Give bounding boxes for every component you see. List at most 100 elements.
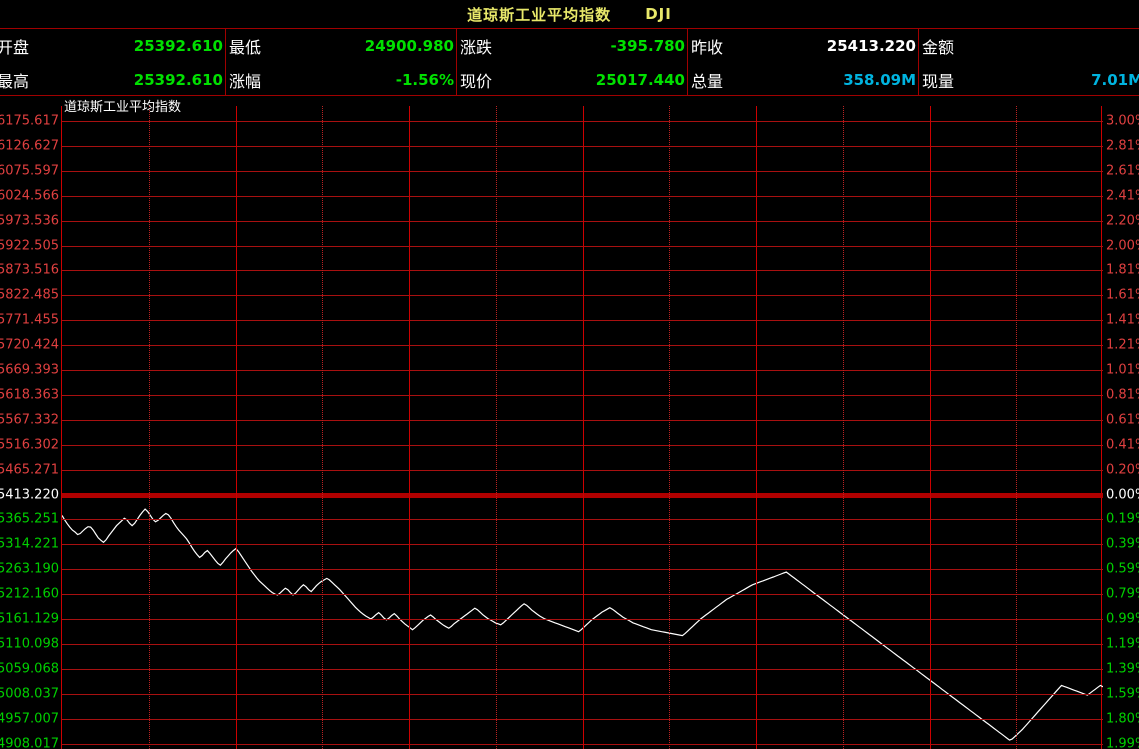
header-divider <box>225 29 226 97</box>
y-axis-percent-tick: 3.00% <box>1106 113 1139 129</box>
quote-value-total-volume: 358.09M <box>843 70 916 89</box>
y-axis-price-tick: 25212.160 <box>0 586 59 602</box>
y-axis-percent-tick: 0.20% <box>1106 462 1139 478</box>
quote-value-change-pct: -1.56% <box>395 70 454 89</box>
grid-line-horizontal <box>62 718 1103 720</box>
y-axis-price-tick: 25567.332 <box>0 412 59 428</box>
grid-line-horizontal <box>62 668 1103 670</box>
y-axis-percent-tick: 2.00% <box>1106 238 1139 253</box>
quote-cell-low: 最低 24900.980 <box>226 29 456 62</box>
y-axis-price-tick: 25059.068 <box>0 661 59 677</box>
quote-row-1: 开盘 25392.610 最低 24900.980 涨跌 -395.780 昨收… <box>0 29 1139 62</box>
y-axis-price-tick: 25973.536 <box>0 213 59 229</box>
y-axis-percent-tick: 1.21% <box>1106 337 1139 353</box>
quote-label-amount: 金额 <box>922 37 955 57</box>
grid-line-vertical-minor <box>843 106 845 749</box>
y-axis-price-tick: 25720.424 <box>0 337 59 353</box>
grid-line-horizontal <box>62 444 1103 446</box>
grid-line-horizontal <box>62 220 1103 222</box>
chart-plot-area[interactable] <box>61 106 1103 749</box>
y-axis-price-tick: 25873.516 <box>0 262 59 278</box>
quote-cell-current-volume: 现量 7.01M <box>919 63 1139 96</box>
y-axis-percent-tick: 1.99% <box>1106 736 1139 749</box>
y-axis-percent-tick: 2.20% <box>1106 213 1139 229</box>
quote-cell-open: 开盘 25392.610 <box>0 29 225 62</box>
grid-line-horizontal <box>62 469 1103 471</box>
y-axis-price-tick: 25365.251 <box>0 511 59 527</box>
y-axis-percent-tick: 0.39% <box>1106 536 1139 552</box>
y-axis-price-labels: 26175.617 26126.627 26075.597 26024.566 2597… <box>0 106 59 749</box>
quote-label-current-volume: 现量 <box>922 71 955 91</box>
quote-label-open: 开盘 <box>0 37 30 57</box>
title-bar: 道琼斯工业平均指数 DJI <box>0 0 1139 28</box>
intraday-chart[interactable]: 26175.617 26126.627 26075.597 26024.566 2597… <box>0 96 1139 749</box>
grid-line-vertical-major <box>756 106 757 749</box>
grid-line-horizontal <box>62 693 1103 695</box>
quote-label-last-price: 现价 <box>460 71 493 91</box>
quote-value-last-price: 25017.440 <box>595 70 685 89</box>
y-axis-percent-tick: 0.41% <box>1106 437 1139 453</box>
y-axis-percent-tick: 1.81% <box>1106 262 1139 278</box>
y-axis-percent-tick: 1.41% <box>1106 312 1139 328</box>
grid-line-horizontal <box>62 145 1103 147</box>
y-axis-percent-tick: 1.19% <box>1106 636 1139 652</box>
y-axis-percent-tick: 1.59% <box>1106 686 1139 702</box>
y-axis-price-tick: 25413.220 <box>0 487 59 502</box>
y-axis-percent-tick: 0.00% <box>1106 487 1139 502</box>
grid-line-horizontal <box>62 370 1103 371</box>
grid-line-horizontal <box>62 345 1103 347</box>
y-axis-price-tick: 25669.393 <box>0 362 59 378</box>
grid-line-horizontal <box>62 643 1103 645</box>
prev-close-line <box>62 492 1103 498</box>
y-axis-percent-tick: 0.61% <box>1106 412 1139 428</box>
y-axis-price-tick: 25771.455 <box>0 312 59 328</box>
chart-series-label: 道琼斯工业平均指数 <box>64 100 182 115</box>
instrument-name: 道琼斯工业平均指数 <box>467 5 612 24</box>
grid-line-horizontal <box>62 394 1103 396</box>
y-axis-price-tick: 25314.221 <box>0 536 59 552</box>
y-axis-price-tick: 25822.485 <box>0 287 59 303</box>
quote-label-change-pct: 涨幅 <box>229 71 262 91</box>
y-axis-percent-tick: 1.80% <box>1106 711 1139 727</box>
quote-cell-prev-close: 昨收 25413.220 <box>688 29 918 62</box>
grid-line-horizontal <box>62 170 1103 172</box>
quote-value-current-volume: 7.01M <box>1091 70 1139 89</box>
y-axis-percent-tick: 1.61% <box>1106 287 1139 303</box>
quote-cell-total-volume: 总量 358.09M <box>688 63 918 96</box>
y-axis-percent-tick: 0.81% <box>1106 387 1139 403</box>
grid-line-horizontal <box>62 419 1103 421</box>
y-axis-percent-tick: 0.79% <box>1106 586 1139 602</box>
y-axis-percent-labels: 3.00% 2.81% 2.61% 2.41% 2.20% 2.00% 1.81% 1.61%… <box>1104 106 1139 749</box>
y-axis-price-tick: 26175.617 <box>0 113 59 129</box>
y-axis-price-tick: 25618.363 <box>0 387 59 403</box>
header-divider <box>687 29 688 97</box>
y-axis-price-tick: 24957.007 <box>0 711 59 727</box>
grid-line-vertical-minor <box>149 106 151 749</box>
y-axis-percent-tick: 1.01% <box>1106 362 1139 378</box>
y-axis-percent-tick: 0.99% <box>1106 611 1139 627</box>
quote-value-prev-close: 25413.220 <box>826 36 916 55</box>
grid-line-vertical-minor <box>669 106 671 749</box>
quote-cell-amount: 金额 <box>919 29 1139 62</box>
y-axis-price-tick: 25161.129 <box>0 611 59 627</box>
grid-line-horizontal <box>62 270 1103 272</box>
y-axis-price-tick: 25008.037 <box>0 686 59 702</box>
grid-line-vertical-major <box>930 106 931 749</box>
y-axis-percent-tick: 1.39% <box>1106 661 1139 677</box>
quote-label-total-volume: 总量 <box>691 71 724 91</box>
price-line <box>62 508 1103 741</box>
grid-line-horizontal <box>62 594 1103 596</box>
quote-row-2: 最高 25392.610 涨幅 -1.56% 现价 25017.440 总量 3… <box>0 63 1139 96</box>
y-axis-price-tick: 26024.566 <box>0 188 59 204</box>
y-axis-price-tick: 25263.190 <box>0 561 59 577</box>
grid-line-vertical-major <box>236 106 237 749</box>
y-axis-percent-tick: 0.59% <box>1106 561 1139 577</box>
y-axis-percent-tick: 0.19% <box>1106 511 1139 527</box>
quote-value-high: 25392.610 <box>133 70 223 89</box>
quote-cell-change: 涨跌 -395.780 <box>457 29 687 62</box>
grid-line-horizontal <box>62 743 1103 745</box>
quote-cell-high: 最高 25392.610 <box>0 63 225 96</box>
y-axis-percent-tick: 2.81% <box>1106 138 1139 154</box>
